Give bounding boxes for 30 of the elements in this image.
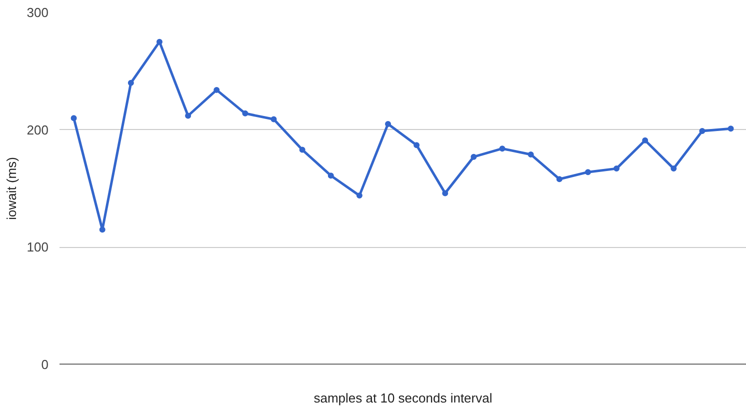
point <box>156 38 162 45</box>
point <box>242 110 248 116</box>
point <box>214 86 220 93</box>
point <box>442 190 448 196</box>
point <box>185 112 192 119</box>
point <box>299 146 306 153</box>
point <box>470 154 477 160</box>
point <box>356 192 362 199</box>
point <box>385 120 392 127</box>
point <box>699 128 706 134</box>
point <box>584 169 591 176</box>
point <box>728 126 734 132</box>
point <box>328 172 334 179</box>
y-axis-title: iowait (ms) <box>4 157 19 220</box>
point <box>670 166 677 172</box>
y-tick-label: 100 <box>26 240 49 255</box>
point <box>499 146 506 152</box>
point <box>99 226 106 233</box>
point <box>642 137 648 144</box>
point <box>528 151 534 158</box>
point <box>614 166 620 172</box>
point <box>414 142 420 148</box>
y-tick-label: 200 <box>26 122 49 138</box>
point <box>556 176 562 182</box>
x-axis-title: samples at 10 seconds interval <box>314 390 492 406</box>
point <box>128 80 134 86</box>
y-tick-label: 300 <box>26 5 49 20</box>
point <box>70 115 77 122</box>
y-tick-label: 0 <box>41 357 49 372</box>
point <box>270 116 277 122</box>
